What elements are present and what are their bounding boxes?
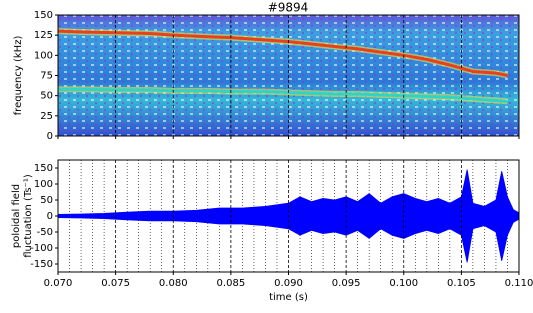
x-tick-label: 0.100: [389, 278, 418, 289]
y-axis-label: fluctuation (Ts⁻¹): [23, 174, 34, 258]
x-tick-label: 0.070: [44, 278, 73, 289]
x-axis-label: time (s): [269, 292, 308, 303]
y-tick-label: 150: [34, 163, 53, 174]
y-tick-label: 75: [40, 71, 53, 82]
chart-title: #9894: [268, 1, 309, 15]
mode-ridge: [58, 87, 508, 103]
y-tick-label: -50: [37, 227, 53, 238]
plot-frame: [57, 159, 520, 273]
x-tick-label: 0.085: [217, 278, 246, 289]
x-tick-label: 0.075: [101, 278, 130, 289]
mode-ridge: [57, 29, 508, 77]
y-tick-label: 100: [34, 50, 53, 61]
y-tick-label: 25: [40, 111, 53, 122]
x-tick-label: 0.080: [159, 278, 188, 289]
y-tick-label: 150: [34, 10, 53, 21]
y-tick-label: 50: [40, 91, 53, 102]
y-tick-label: 0: [47, 131, 53, 142]
x-tick-label: 0.095: [332, 278, 361, 289]
y-tick-label: -150: [30, 259, 53, 270]
x-tick-label: 0.110: [505, 278, 533, 289]
y-axis-label: frequency (kHz): [13, 36, 24, 116]
x-tick-label: 0.090: [274, 278, 303, 289]
y-tick-label: -100: [30, 243, 53, 254]
plot-frame: [57, 14, 520, 137]
x-tick-label: 0.105: [447, 278, 476, 289]
y-axis-label: poloidal field: [11, 184, 22, 248]
y-tick-label: 125: [34, 30, 53, 41]
y-tick-label: 100: [34, 179, 53, 190]
y-tick-label: 50: [40, 195, 53, 206]
y-tick-label: 0: [47, 211, 53, 222]
